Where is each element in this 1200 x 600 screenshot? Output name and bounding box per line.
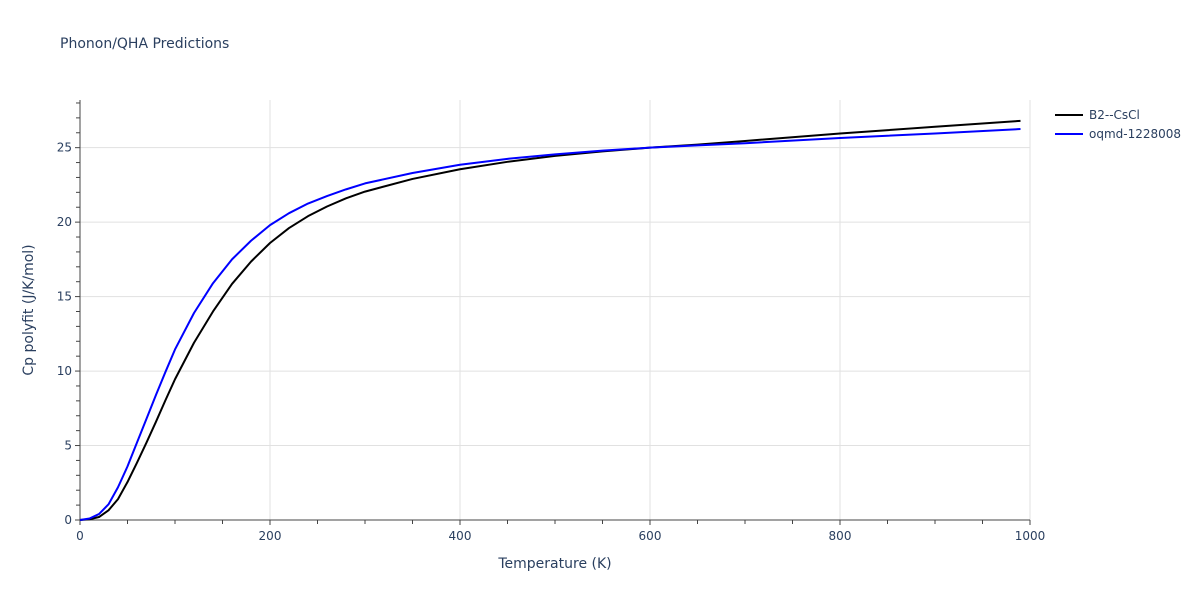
legend[interactable]: B2--CsCl oqmd-1228008 bbox=[1055, 108, 1181, 141]
chart-title: Phonon/QHA Predictions bbox=[60, 36, 230, 52]
y-axis-title: Cp polyfit (J/K/mol) bbox=[21, 244, 37, 375]
y-tick-label: 0 bbox=[64, 513, 72, 527]
series-line-1[interactable] bbox=[79, 119, 1021, 521]
y-tick-label: 15 bbox=[57, 290, 72, 304]
x-tick-label: 800 bbox=[829, 529, 852, 543]
legend-label[interactable]: oqmd-1228008 bbox=[1089, 127, 1181, 141]
series-line-2[interactable] bbox=[79, 128, 1021, 521]
x-tick-label: 1000 bbox=[1015, 529, 1046, 543]
grid-lines bbox=[80, 100, 1031, 520]
y-tick-label: 10 bbox=[57, 364, 72, 378]
x-tick-label: 600 bbox=[639, 529, 662, 543]
x-axis-title: Temperature (K) bbox=[497, 556, 611, 572]
x-tick-label: 400 bbox=[449, 529, 472, 543]
y-tick-label: 20 bbox=[57, 215, 72, 229]
legend-label[interactable]: B2--CsCl bbox=[1089, 108, 1140, 122]
y-tick-label: 25 bbox=[57, 141, 72, 155]
y-tick-label: 5 bbox=[64, 439, 72, 453]
x-tick-label: 0 bbox=[76, 529, 84, 543]
axes: 0 200 400 600 800 1000 0 5 10 15 20 25 bbox=[57, 100, 1046, 543]
plot-area[interactable] bbox=[79, 119, 1021, 521]
x-tick-label: 200 bbox=[259, 529, 282, 543]
